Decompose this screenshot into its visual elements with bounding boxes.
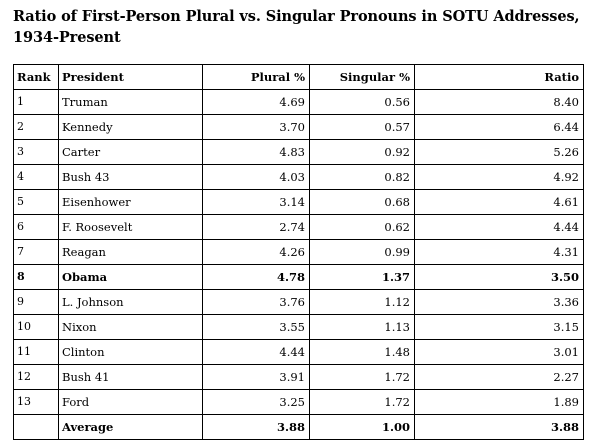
- table-row: 5 Eisenhower 3.14 0.68 4.61: [13, 189, 584, 215]
- plural-cell: 4.44: [202, 339, 310, 365]
- plural-cell: 4.69: [202, 89, 310, 115]
- ratio-cell: 8.40: [414, 89, 584, 115]
- president-cell: Clinton: [58, 339, 203, 365]
- plural-cell: 3.70: [202, 114, 310, 140]
- plural-cell: 3.91: [202, 364, 310, 390]
- average-row: Average 3.88 1.00 3.88: [13, 414, 584, 440]
- rank-cell: 7: [13, 239, 59, 265]
- president-cell: F. Roosevelt: [58, 214, 203, 240]
- header-plural: Plural %: [202, 64, 310, 90]
- singular-cell: 0.99: [309, 239, 415, 265]
- rank-cell: 4: [13, 164, 59, 190]
- president-cell: Kennedy: [58, 114, 203, 140]
- table-row: 3 Carter 4.83 0.92 5.26: [13, 139, 584, 165]
- president-cell: Average: [58, 414, 203, 440]
- singular-cell: 1.13: [309, 314, 415, 340]
- ratio-cell: 3.01: [414, 339, 584, 365]
- table-body: 1 Truman 4.69 0.56 8.40 2 Kennedy 3.70 0.57 6.44 3…: [13, 89, 584, 440]
- singular-cell: 1.12: [309, 289, 415, 315]
- rank-cell: 12: [13, 364, 59, 390]
- rank-cell: 11: [13, 339, 59, 365]
- ratio-cell: 3.88: [414, 414, 584, 440]
- president-cell: Obama: [58, 264, 203, 290]
- ratio-cell: 3.50: [414, 264, 584, 290]
- header-rank: Rank: [13, 64, 59, 90]
- president-cell: Truman: [58, 89, 203, 115]
- singular-cell: 1.00: [309, 414, 415, 440]
- table-row: 7 Reagan 4.26 0.99 4.31: [13, 239, 584, 265]
- singular-cell: 0.92: [309, 139, 415, 165]
- table-row: 2 Kennedy 3.70 0.57 6.44: [13, 114, 584, 140]
- singular-cell: 0.82: [309, 164, 415, 190]
- president-cell: Bush 43: [58, 164, 203, 190]
- ratio-cell: 3.36: [414, 289, 584, 315]
- ratio-cell: 6.44: [414, 114, 584, 140]
- plural-cell: 3.88: [202, 414, 310, 440]
- plural-cell: 3.76: [202, 289, 310, 315]
- header-ratio: Ratio: [414, 64, 584, 90]
- ratio-cell: 4.44: [414, 214, 584, 240]
- ratio-cell: 2.27: [414, 364, 584, 390]
- president-cell: Carter: [58, 139, 203, 165]
- table-row: 13 Ford 3.25 1.72 1.89: [13, 389, 584, 415]
- president-cell: Reagan: [58, 239, 203, 265]
- ratio-cell: 4.92: [414, 164, 584, 190]
- page-title: Ratio of First-Person Plural vs. Singula…: [13, 8, 580, 46]
- plural-cell: 3.14: [202, 189, 310, 215]
- rank-cell: 1: [13, 89, 59, 115]
- singular-cell: 1.48: [309, 339, 415, 365]
- ratio-cell: 4.61: [414, 189, 584, 215]
- ratio-cell: 5.26: [414, 139, 584, 165]
- ratio-cell: 3.15: [414, 314, 584, 340]
- pronoun-ratio-table: Rank President Plural % Singular % Ratio…: [13, 64, 584, 440]
- president-cell: Eisenhower: [58, 189, 203, 215]
- singular-cell: 1.72: [309, 389, 415, 415]
- table-row: 6 F. Roosevelt 2.74 0.62 4.44: [13, 214, 584, 240]
- rank-cell: 10: [13, 314, 59, 340]
- president-cell: Ford: [58, 389, 203, 415]
- rank-cell: 3: [13, 139, 59, 165]
- table-row: 10 Nixon 3.55 1.13 3.15: [13, 314, 584, 340]
- singular-cell: 0.56: [309, 89, 415, 115]
- table-row: 1 Truman 4.69 0.56 8.40: [13, 89, 584, 115]
- plural-cell: 4.26: [202, 239, 310, 265]
- plural-cell: 4.83: [202, 139, 310, 165]
- ratio-cell: 4.31: [414, 239, 584, 265]
- plural-cell: 2.74: [202, 214, 310, 240]
- singular-cell: 1.37: [309, 264, 415, 290]
- rank-cell: 13: [13, 389, 59, 415]
- singular-cell: 0.62: [309, 214, 415, 240]
- plural-cell: 4.78: [202, 264, 310, 290]
- table-row: 11 Clinton 4.44 1.48 3.01: [13, 339, 584, 365]
- rank-cell: [13, 414, 59, 440]
- rank-cell: 9: [13, 289, 59, 315]
- header-president: President: [58, 64, 203, 90]
- singular-cell: 0.57: [309, 114, 415, 140]
- singular-cell: 1.72: [309, 364, 415, 390]
- header-singular: Singular %: [309, 64, 415, 90]
- plural-cell: 3.25: [202, 389, 310, 415]
- president-cell: Nixon: [58, 314, 203, 340]
- rank-cell: 6: [13, 214, 59, 240]
- table-row: 8 Obama 4.78 1.37 3.50: [13, 264, 584, 290]
- president-cell: L. Johnson: [58, 289, 203, 315]
- rank-cell: 2: [13, 114, 59, 140]
- table-row: 12 Bush 41 3.91 1.72 2.27: [13, 364, 584, 390]
- ratio-cell: 1.89: [414, 389, 584, 415]
- rank-cell: 8: [13, 264, 59, 290]
- president-cell: Bush 41: [58, 364, 203, 390]
- plural-cell: 4.03: [202, 164, 310, 190]
- rank-cell: 5: [13, 189, 59, 215]
- table-row: 4 Bush 43 4.03 0.82 4.92: [13, 164, 584, 190]
- plural-cell: 3.55: [202, 314, 310, 340]
- table-row: 9 L. Johnson 3.76 1.12 3.36: [13, 289, 584, 315]
- table-header-row: Rank President Plural % Singular % Ratio: [13, 64, 584, 90]
- singular-cell: 0.68: [309, 189, 415, 215]
